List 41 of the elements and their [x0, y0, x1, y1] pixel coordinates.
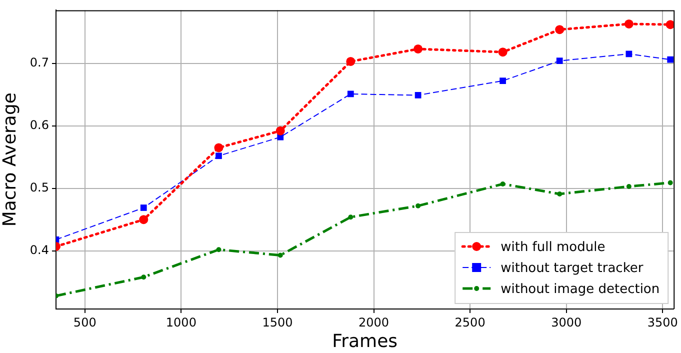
point — [498, 48, 508, 57]
point — [416, 203, 421, 208]
point — [556, 58, 563, 64]
y-tick-label: 0.6 — [30, 118, 49, 132]
point — [139, 215, 148, 224]
x-tick-label: 1500 — [262, 315, 293, 330]
legend-label: without image detection — [500, 282, 660, 297]
x-tick-label: 2500 — [454, 315, 486, 330]
legend-label: with full module — [500, 240, 606, 255]
y-tick-label: 0.4 — [30, 242, 49, 257]
point — [500, 78, 506, 84]
point — [216, 152, 222, 160]
x-tick-label: 2000 — [358, 315, 390, 330]
x-axis-title: Frames — [332, 330, 398, 352]
x-tick-label: 3500 — [647, 315, 678, 330]
point — [414, 92, 422, 98]
point — [216, 247, 222, 252]
point — [347, 90, 354, 98]
point — [414, 44, 423, 54]
point — [348, 214, 354, 220]
x-tick-label: 3000 — [551, 315, 582, 330]
point — [500, 181, 506, 186]
x-tick-label: 500 — [73, 315, 96, 330]
point — [141, 274, 146, 280]
point — [557, 191, 562, 196]
point — [346, 56, 356, 66]
point — [626, 184, 632, 189]
point — [278, 252, 283, 258]
legend-label: without target tracker — [500, 260, 644, 276]
point — [666, 20, 674, 30]
point — [276, 126, 285, 136]
point — [668, 180, 673, 186]
point — [555, 25, 564, 34]
point — [624, 19, 634, 28]
y-tick-label: 0.5 — [30, 180, 49, 194]
y-axis-title: Macro Average — [0, 92, 20, 227]
point — [214, 143, 224, 152]
y-tick-label: 0.7 — [30, 55, 49, 70]
x-tick-label: 1000 — [166, 315, 196, 330]
point — [667, 56, 674, 63]
point — [140, 204, 147, 211]
